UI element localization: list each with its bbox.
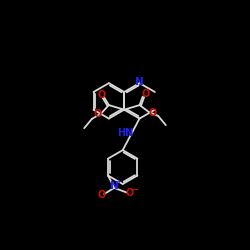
Text: O: O <box>148 108 157 118</box>
Text: O: O <box>142 89 150 99</box>
Text: HN: HN <box>117 128 133 138</box>
Text: O: O <box>97 190 105 200</box>
Text: N: N <box>110 181 118 191</box>
Text: N: N <box>135 77 144 87</box>
Text: +: + <box>116 179 121 184</box>
Text: O: O <box>93 109 102 119</box>
Text: −: − <box>132 185 138 194</box>
Text: O: O <box>126 188 134 198</box>
Text: O: O <box>98 90 106 100</box>
